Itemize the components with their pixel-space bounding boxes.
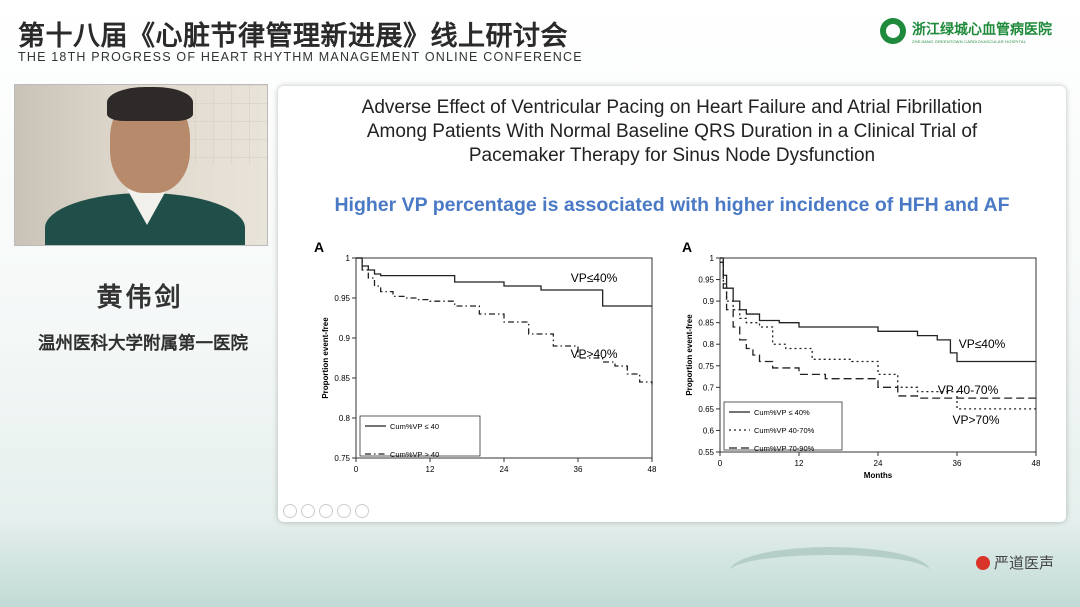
hospital-name-cn: 浙江绿城心血管病医院 xyxy=(912,21,1052,38)
x-tick-label: 0 xyxy=(354,465,359,474)
presentation-slide: Adverse Effect of Ventricular Pacing on … xyxy=(278,86,1066,522)
x-tick-label: 0 xyxy=(718,459,723,468)
slide-subtitle: Higher VP percentage is associated with … xyxy=(334,194,1010,216)
y-tick-label: 0.8 xyxy=(703,340,715,349)
y-tick-label: 0.6 xyxy=(703,426,715,435)
curve-annotation: VP 40-70% xyxy=(938,383,999,397)
zoom-icon[interactable] xyxy=(337,504,351,518)
x-tick-label: 12 xyxy=(426,465,435,474)
legend-box xyxy=(359,415,481,457)
y-tick-label: 1 xyxy=(710,254,715,263)
x-tick-label: 24 xyxy=(500,465,509,474)
brand-name: 严道医声 xyxy=(993,554,1054,572)
panel-label: A xyxy=(682,239,692,255)
series-line-2 xyxy=(720,257,1036,410)
x-tick-label: 24 xyxy=(874,459,883,468)
y-tick-label: 0.65 xyxy=(698,405,714,414)
next-slide-icon[interactable] xyxy=(301,504,315,518)
slide-controls[interactable] xyxy=(283,504,369,518)
curve-annotation: VP>70% xyxy=(952,413,999,427)
series-line-3 xyxy=(720,261,1036,399)
km-chart-right: A 0 12 24 36 48 0.55 0.6 0.65 0.7 0.75 0.8 0.85 0.9 0.… xyxy=(676,238,1056,488)
legend-entry: Cum%VP 40-70% xyxy=(754,426,815,435)
hospital-name-en: ZHEJIANG GREENTOWN CARDIOVASCULAR HOSPIT… xyxy=(912,38,1027,44)
x-tick-label: 36 xyxy=(953,459,962,468)
y-tick-label: 0.95 xyxy=(698,276,714,285)
conference-title-cn: 第十八届《心脏节律管理新进展》线上研讨会 xyxy=(18,21,568,52)
series-line-1 xyxy=(356,257,652,307)
panel-label: A xyxy=(314,239,324,255)
series-line-2 xyxy=(356,257,653,385)
conference-title-en: THE 18TH PROGRESS OF HEART RHYTHM MANAGE… xyxy=(18,50,583,64)
series-line-1 xyxy=(720,257,1036,363)
y-tick-label: 0.75 xyxy=(334,454,350,463)
brand-logo: 严道医声 xyxy=(975,552,1054,573)
y-tick-label: 0.85 xyxy=(698,319,714,328)
y-tick-label: 0.7 xyxy=(703,383,715,392)
pen-tool-icon[interactable] xyxy=(319,504,333,518)
legend-entry: Cum%VP > 40 xyxy=(390,450,439,459)
y-tick-label: 1 xyxy=(346,254,351,263)
speaker-name: 黄伟剑 xyxy=(96,283,184,313)
slide-title: Adverse Effect of Ventricular Pacing on … xyxy=(308,96,1036,168)
y-tick-label: 0.55 xyxy=(698,448,714,457)
menu-icon[interactable] xyxy=(355,504,369,518)
y-tick-label: 0.9 xyxy=(703,297,715,306)
x-tick-label: 36 xyxy=(574,465,583,474)
hospital-logo-block: 浙江绿城心血管病医院 ZHEJIANG GREENTOWN CARDIOVASC… xyxy=(880,18,1052,44)
km-chart-left: A 0 12 24 36 48 0.75 0.8 0.85 0.9 0.95 1 Proportion … xyxy=(308,238,668,488)
x-tick-label: 48 xyxy=(648,465,657,474)
prev-slide-icon[interactable] xyxy=(283,504,297,518)
y-tick-label: 0.9 xyxy=(339,334,351,343)
km-chart-left-svg: A 0 12 24 36 48 0.75 0.8 0.85 0.9 0.95 1 Proportion … xyxy=(314,239,657,474)
curve-annotation: VP≤40% xyxy=(959,337,1006,351)
y-tick-label: 0.8 xyxy=(339,414,351,423)
x-tick-label: 12 xyxy=(795,459,804,468)
legend-entry: Cum%VP ≤ 40 xyxy=(390,422,439,431)
legend-entry: Cum%VP 70-90% xyxy=(754,444,815,453)
y-axis-label: Proportion event-free xyxy=(685,314,694,396)
hospital-logo-icon xyxy=(880,18,906,44)
slide-title-line: Adverse Effect of Ventricular Pacing on … xyxy=(361,97,983,118)
curve-annotation: VP>40% xyxy=(570,347,617,361)
slide-title-line: Among Patients With Normal Baseline QRS … xyxy=(366,121,978,142)
curve-annotation: VP≤40% xyxy=(571,271,618,285)
y-tick-label: 0.95 xyxy=(334,294,350,303)
km-chart-right-svg: A 0 12 24 36 48 0.55 0.6 0.65 0.7 0.75 0.8 0.85 0.9 0.… xyxy=(682,239,1041,480)
speaker-affiliation: 温州医科大学附属第一医院 xyxy=(38,334,248,354)
x-tick-label: 48 xyxy=(1032,459,1041,468)
x-axis-label: Months xyxy=(864,471,893,480)
y-axis-label: Proportion event-free xyxy=(321,317,330,399)
legend-box xyxy=(723,401,843,451)
slide-title-line: Pacemaker Therapy for Sinus Node Dysfunc… xyxy=(468,145,876,166)
speaker-video xyxy=(14,84,268,246)
legend-entry: Cum%VP ≤ 40% xyxy=(754,408,810,417)
brand-dot-icon xyxy=(975,555,990,570)
y-tick-label: 0.85 xyxy=(334,374,350,383)
bridge-illustration xyxy=(730,547,930,595)
y-tick-label: 0.75 xyxy=(698,362,714,371)
